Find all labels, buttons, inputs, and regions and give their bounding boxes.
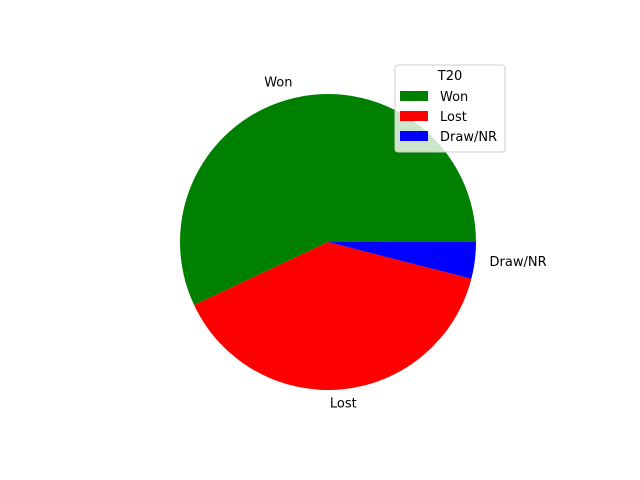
legend-entries: Won Lost Draw/NR xyxy=(400,90,497,145)
slice-label-lost: Lost xyxy=(330,397,357,412)
pie-slice-lost xyxy=(194,242,472,391)
legend-label-lost: Lost xyxy=(440,110,467,125)
legend-swatch-won xyxy=(400,91,428,101)
legend-label-won: Won xyxy=(440,90,468,105)
legend-frame xyxy=(394,64,506,153)
slice-label-draw-nr: Draw/NR xyxy=(490,255,547,270)
legend-swatch-draw-nr xyxy=(400,131,428,141)
legend-swatch-lost xyxy=(400,111,428,121)
legend-label-draw-nr: Draw/NR xyxy=(440,130,497,145)
pie-slice-draw-nr xyxy=(328,242,476,279)
slice-label-won: Won xyxy=(264,76,292,91)
legend-title: T20 xyxy=(437,69,462,84)
legend: T20 Won Lost Draw/NR xyxy=(394,64,506,153)
pie-slice-labels: Won Lost Draw/NR xyxy=(264,76,546,412)
